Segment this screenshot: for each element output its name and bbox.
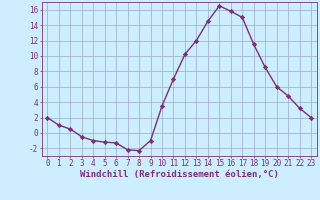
X-axis label: Windchill (Refroidissement éolien,°C): Windchill (Refroidissement éolien,°C) — [80, 170, 279, 179]
